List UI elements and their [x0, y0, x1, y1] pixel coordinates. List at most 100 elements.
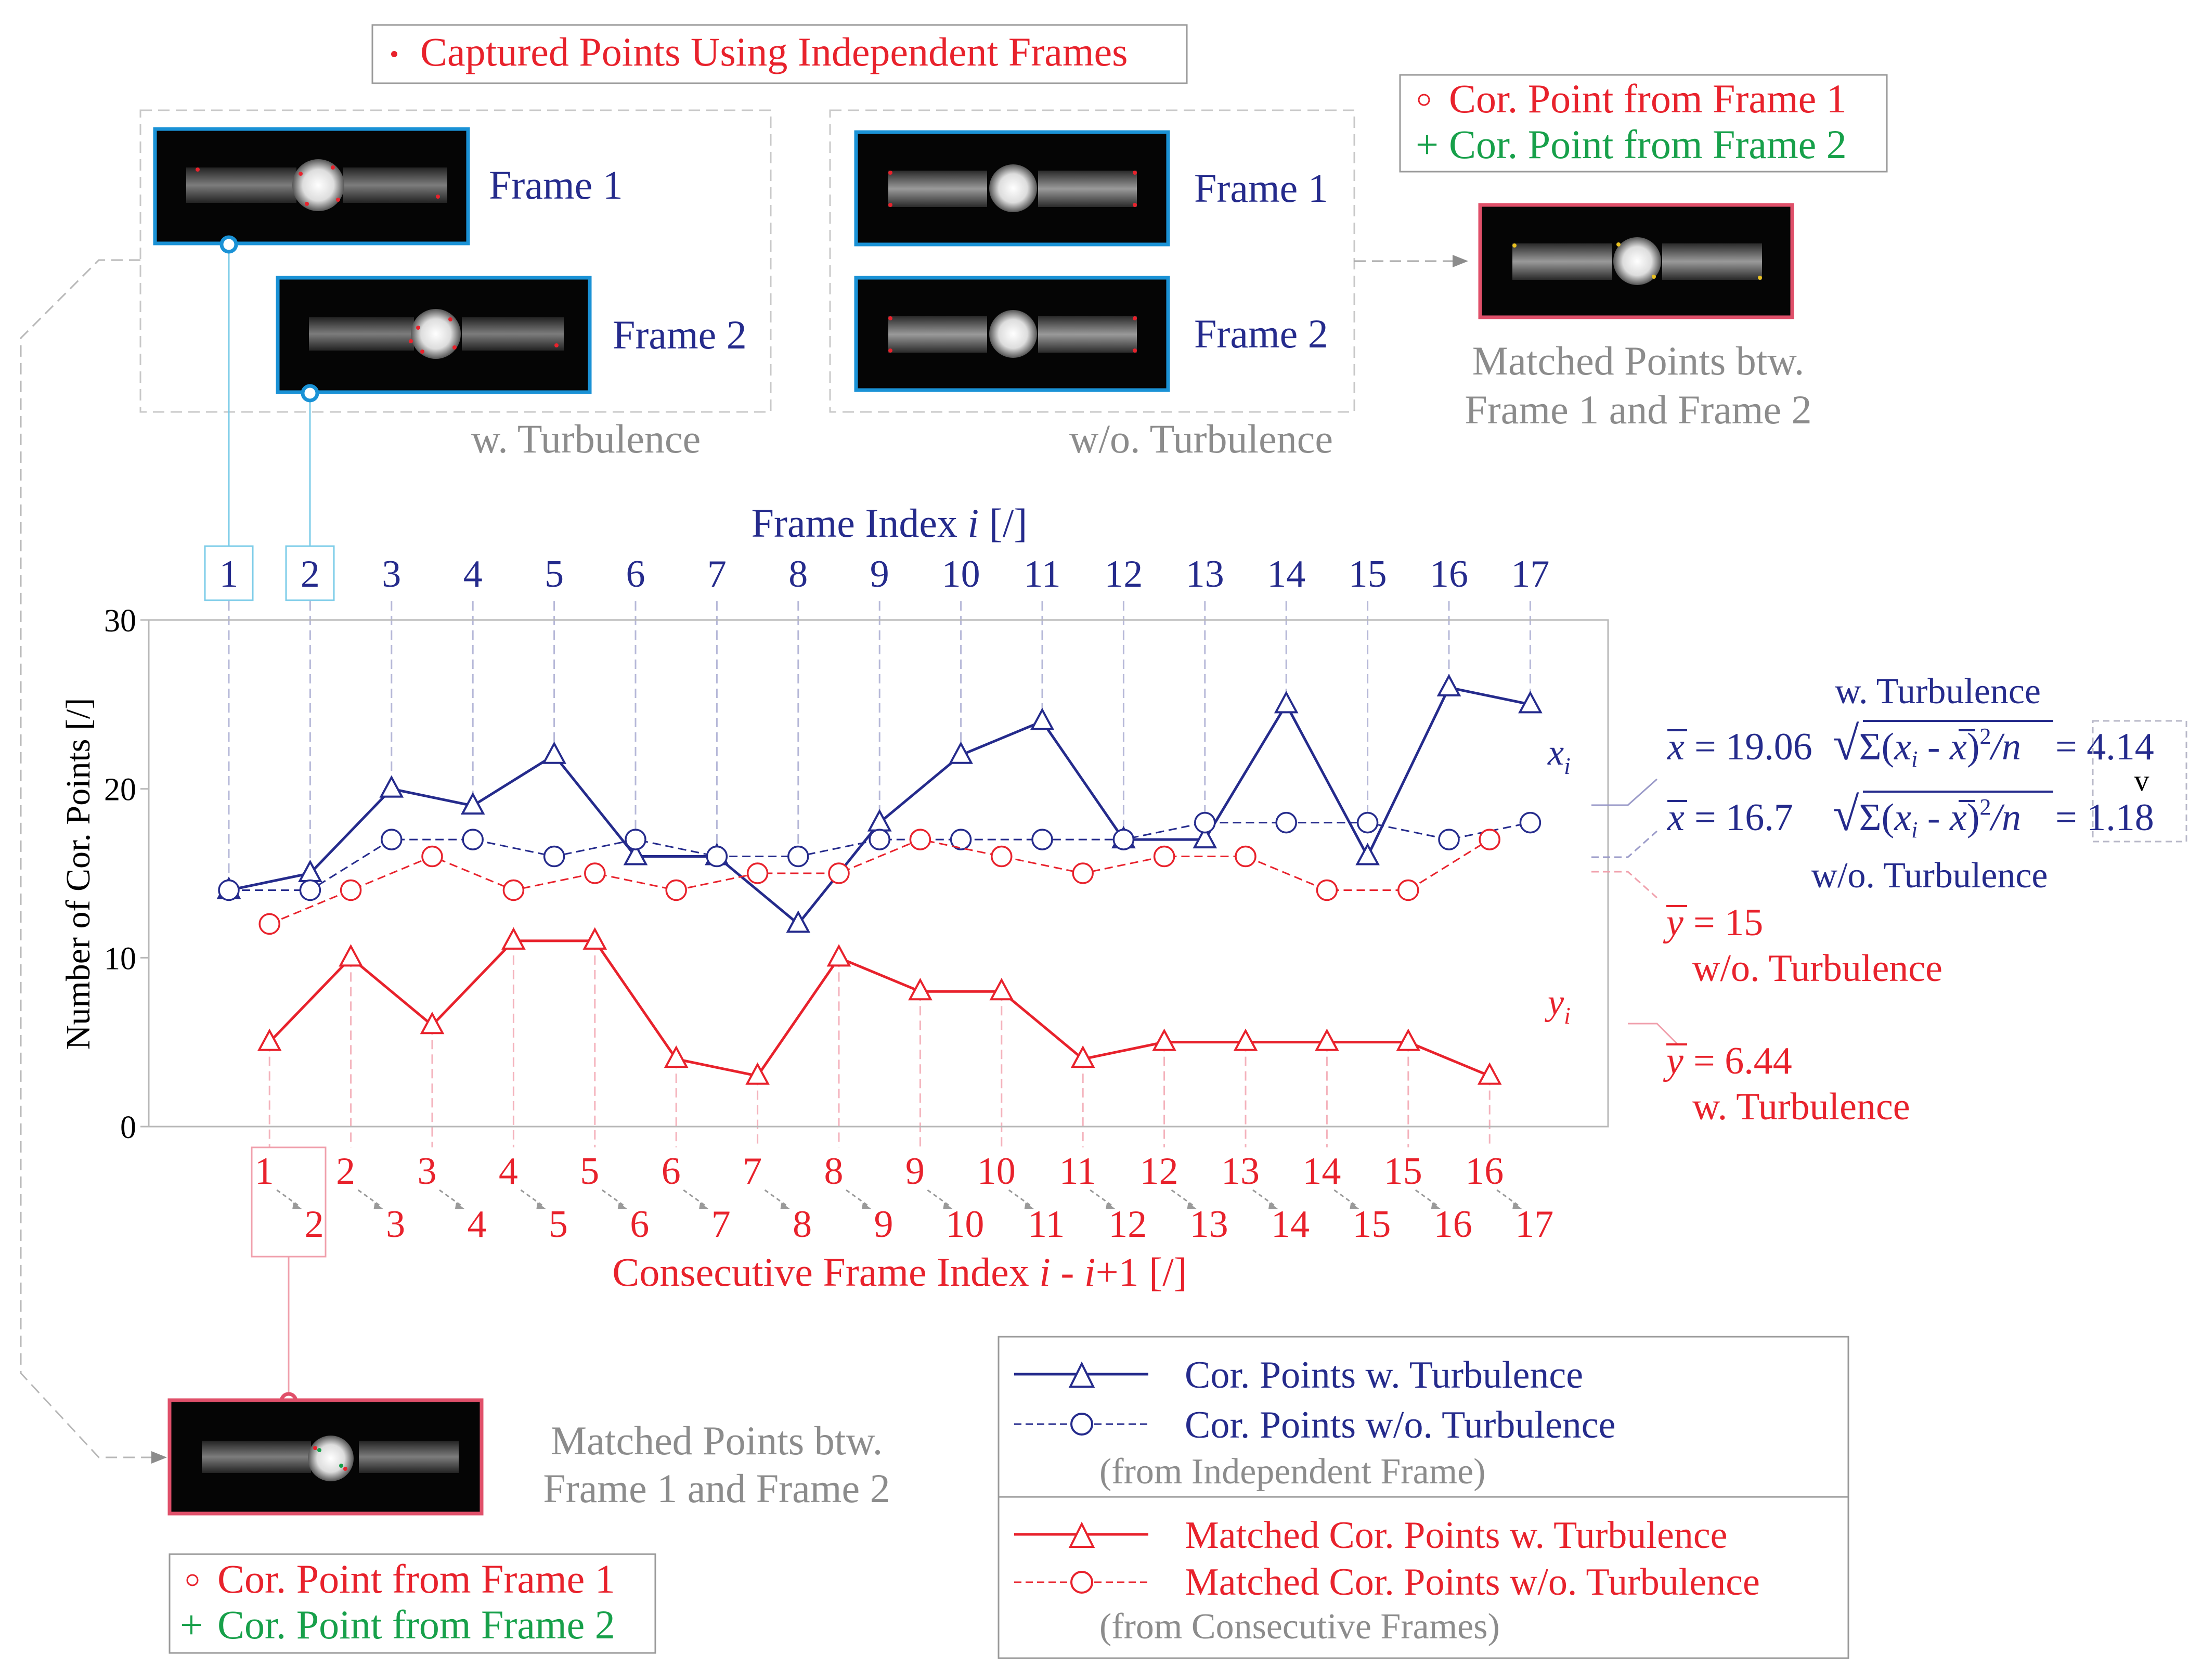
- bottom-tick-label-first: 13: [1221, 1150, 1260, 1193]
- top-tick-label: 16: [1430, 553, 1468, 596]
- annotation-blue-with-title: w. Turbulence: [1835, 671, 2041, 712]
- svg-text:y: y: [1663, 1040, 1683, 1082]
- bottom-tick-arrowhead: [1268, 1203, 1278, 1209]
- bottom-tick-arrow: [1252, 1189, 1275, 1207]
- series-label-x: xi: [1547, 733, 1571, 779]
- circle-marker: [218, 879, 240, 901]
- bottom-tick-label-second: 9: [874, 1203, 893, 1246]
- circle-marker: [381, 829, 403, 850]
- caption-with-turbulence: w. Turbulence: [471, 416, 701, 461]
- bottom-tick-arrow: [439, 1189, 462, 1207]
- frame2-label-clean: Frame 2: [1194, 311, 1328, 356]
- captured-points-legend: Captured Points Using Independent Frames: [371, 24, 1188, 84]
- bottom-tick-label-first: 4: [499, 1150, 518, 1193]
- top-tick-label: 12: [1104, 553, 1143, 596]
- bottom-tick-label-second: 11: [1028, 1203, 1065, 1246]
- panel-with-turbulence: Frame 1 Frame 2 w. Turbulence: [139, 109, 772, 461]
- bottom-tick-label-second: 6: [630, 1203, 649, 1246]
- legend-note-blue: (from Independent Frame): [1099, 1452, 1486, 1492]
- top-tick-label: 13: [1186, 553, 1224, 596]
- annotation-blue-without-title: w/o. Turbulence: [1811, 856, 2048, 896]
- frame2-label-turbulent: Frame 2: [613, 312, 747, 357]
- circle-marker: [828, 862, 850, 884]
- bottom-tick-label-second: 4: [468, 1203, 487, 1246]
- series-line: [268, 939, 1491, 1078]
- legend-item-blue-dashed: Cor. Points w/o. Turbulence: [1014, 1404, 1616, 1446]
- triangle-marker: [1030, 707, 1055, 730]
- frame1-connector-dot: [219, 235, 238, 254]
- bottom-tick-label-first: 10: [977, 1150, 1016, 1193]
- series-label-y: yi: [1545, 983, 1571, 1029]
- top-tick-label: 14: [1267, 553, 1305, 596]
- annotation-blue-with-stats: x = 19.06 √Σ(xi - x)2/n = 4.14: [1667, 717, 2154, 772]
- matched-thumbnail-top: [1478, 203, 1794, 319]
- bottom-tick-arrowhead: [1431, 1203, 1441, 1209]
- triangle-marker: [460, 792, 485, 815]
- frame2-connector-dot: [301, 384, 319, 403]
- frame2-thumbnail-clean: [854, 276, 1170, 392]
- bottom-tick-label-first: 7: [743, 1150, 762, 1193]
- plus-marker-icon: +: [1416, 122, 1439, 167]
- bottom-tick-arrow: [276, 1189, 300, 1207]
- triangle-marker: [1396, 1028, 1421, 1051]
- triangle-marker: [623, 843, 648, 865]
- compare-symbol: v: [2134, 764, 2149, 797]
- leader-blue-without: [1591, 830, 1657, 858]
- bottom-tick-label-second: 7: [711, 1203, 731, 1246]
- connector-arrow-left: [20, 259, 167, 1464]
- circle-marker: [258, 913, 280, 935]
- circle-marker: [909, 829, 931, 850]
- matched-bottom-legend: Cor. Point from Frame 1 + Cor. Point fro…: [169, 1553, 656, 1654]
- bottom-tick-arrowhead: [699, 1203, 709, 1209]
- top-tick-label: 1: [219, 553, 239, 596]
- bottom-axis-label: Consecutive Frame Index i - i+1 [/]: [612, 1249, 1187, 1295]
- circle-marker: [462, 829, 484, 850]
- bottom-tick-arrow: [357, 1189, 381, 1207]
- circle-marker: [1519, 811, 1542, 834]
- bottom-tick-label-second: 3: [386, 1203, 405, 1246]
- legend-frame1-bottom: Cor. Point from Frame 1: [217, 1556, 615, 1601]
- triangle-marker: [949, 741, 973, 764]
- vertical-guide-lines: [228, 601, 1531, 1147]
- triangle-marker: [1274, 691, 1299, 714]
- y-axis: 0 10 20 30: [104, 603, 149, 1145]
- triangle-marker: [582, 927, 607, 950]
- legend-label-blue-solid: Cor. Points w. Turbulence: [1185, 1354, 1583, 1397]
- bottom-tick-label-first: 11: [1059, 1150, 1096, 1193]
- leader-red-without: [1591, 871, 1657, 899]
- frame1-label-clean: Frame 1: [1194, 165, 1328, 211]
- circle-marker: [421, 845, 443, 868]
- annotation-blue-without-stats: x = 16.7 √Σ(xi - x)2/n = 1.18: [1667, 787, 2154, 843]
- bottom-tick-arrow: [927, 1189, 950, 1207]
- frame2-thumbnail-turbulent: [276, 276, 592, 394]
- bottom-tick-arrow: [1008, 1189, 1031, 1207]
- legend-label-blue-dashed: Cor. Points w/o. Turbulence: [1185, 1404, 1616, 1446]
- red-without-title: w/o. Turbulence: [1692, 947, 1942, 990]
- sd-formula-with: √Σ(xi - x)2/n: [1833, 717, 2021, 772]
- circle-marker-icon-bottom: [186, 1574, 199, 1586]
- legend-frame1-top: Cor. Point from Frame 1: [1449, 76, 1847, 121]
- bottom-tick-arrowhead: [1187, 1203, 1197, 1209]
- circle-marker: [1316, 879, 1338, 901]
- bottom-tick-arrow: [683, 1189, 706, 1207]
- matched-caption-bottom-line2: Frame 1 and Frame 2: [543, 1466, 890, 1511]
- triangle-marker: [339, 944, 363, 967]
- bottom-tick-arrow: [1496, 1189, 1520, 1207]
- bottom-tick-arrowhead: [943, 1203, 953, 1209]
- circle-marker: [706, 845, 728, 868]
- frame1-thumbnail-clean: [854, 130, 1170, 247]
- circle-marker: [1072, 862, 1094, 884]
- top-axis-ticks: 1 2 3 4 5 6 7 8 9 10 11 12 13 14 15 16 17: [219, 553, 1550, 596]
- bottom-tick-arrowhead: [617, 1203, 627, 1209]
- circle-marker: [1235, 845, 1257, 868]
- bottom-tick-arrowhead: [862, 1203, 871, 1209]
- circle-marker: [584, 862, 606, 884]
- bottom-axis-ticks: 1223344556677889910101111121213131414151…: [255, 1150, 1553, 1246]
- triangle-marker: [1193, 825, 1217, 849]
- mean-with-value: = 19.06: [1694, 726, 1812, 768]
- top-tick-label: 6: [626, 553, 645, 596]
- bottom-tick-label-second: 17: [1515, 1203, 1553, 1246]
- bottom-tick-label-first: 5: [580, 1150, 599, 1193]
- circle-marker: [1356, 811, 1379, 834]
- y-tick-label: 10: [104, 941, 136, 976]
